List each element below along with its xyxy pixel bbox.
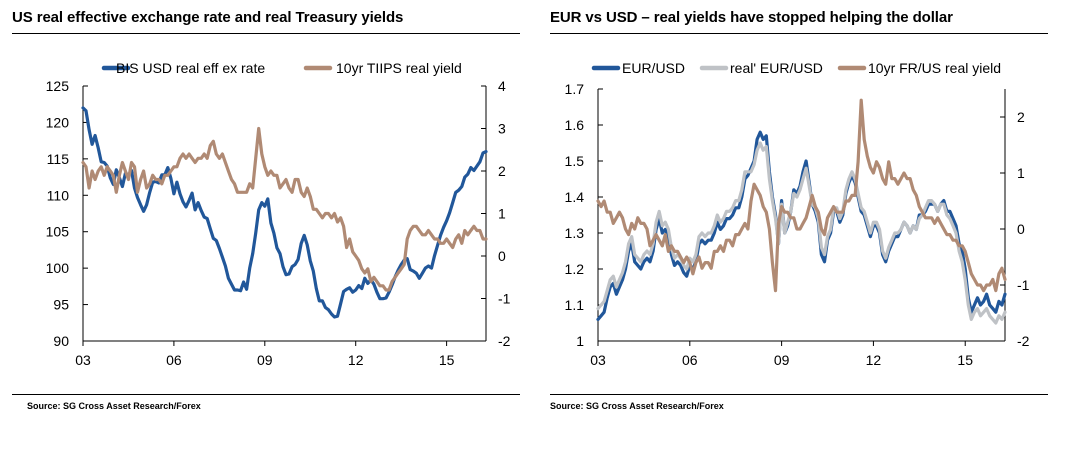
- chart-source: Source: SG Cross Asset Research/Forex: [27, 401, 201, 411]
- left-chart-panel: US real effective exchange rate and real…: [0, 0, 535, 420]
- left-y-tick-label: 90: [53, 333, 69, 349]
- legend-label-bis-usd-real-eff-ex-rate: BIS USD real eff ex rate: [116, 60, 265, 76]
- left-y-tick-label: 1.1: [565, 297, 585, 313]
- right-y-tick-label: 1: [498, 206, 506, 222]
- x-tick-label: 06: [682, 352, 698, 368]
- right-y-tick-label: -2: [498, 333, 511, 349]
- right-y-tick-label: 4: [498, 78, 506, 94]
- left-y-tick-label: 100: [46, 260, 70, 276]
- left-y-tick-label: 1.3: [565, 225, 585, 241]
- chart-title: US real effective exchange rate and real…: [12, 9, 404, 26]
- right-y-tick-label: 3: [498, 121, 506, 137]
- series-line-10yr-tiips-real-yield: [81, 126, 488, 292]
- series-line-10yr-fr-us-real-yield: [596, 98, 1007, 293]
- chart-title: EUR vs USD – real yields have stopped he…: [550, 9, 953, 26]
- right-y-tick-label: 2: [1017, 109, 1025, 125]
- left-y-tick-label: 115: [47, 151, 70, 167]
- left-y-tick-label: 1: [576, 333, 584, 349]
- source-rule: [12, 394, 520, 395]
- left-y-tick-label: 1.7: [565, 81, 585, 97]
- legend-label-10yr-tiips-real-yield: 10yr TIIPS real yield: [336, 60, 462, 76]
- x-tick-label: 09: [257, 352, 273, 368]
- title-rule: [550, 33, 1048, 34]
- right-y-tick-label: -1: [1017, 277, 1030, 293]
- legend-label-eur-usd: EUR/USD: [622, 60, 685, 76]
- x-tick-label: 03: [590, 352, 606, 368]
- title-rule: [12, 33, 520, 34]
- x-tick-label: 12: [866, 352, 882, 368]
- chart-source: Source: SG Cross Asset Research/Forex: [550, 401, 724, 411]
- left-y-tick-label: 1.2: [565, 261, 585, 277]
- left-y-tick-label: 1.5: [565, 153, 585, 169]
- right-y-tick-label: 0: [498, 248, 506, 264]
- left-y-tick-label: 1.4: [565, 189, 585, 205]
- x-tick-label: 12: [348, 352, 364, 368]
- right-y-tick-label: -2: [1017, 333, 1030, 349]
- x-tick-label: 09: [774, 352, 790, 368]
- x-tick-label: 15: [957, 352, 973, 368]
- right-y-tick-label: -1: [498, 291, 511, 307]
- series-line-real-eur-usd: [596, 141, 1007, 325]
- left-y-tick-label: 125: [46, 78, 70, 94]
- x-tick-label: 15: [439, 352, 455, 368]
- source-rule: [550, 394, 1048, 395]
- right-y-tick-label: 2: [498, 163, 506, 179]
- legend-label-real-eur-usd: real' EUR/USD: [730, 60, 823, 76]
- left-y-tick-label: 1.6: [565, 117, 585, 133]
- x-tick-label: 06: [166, 352, 182, 368]
- series-line-bis-usd-real-eff-ex-rate: [81, 106, 488, 319]
- right-chart-panel: EUR vs USD – real yields have stopped he…: [548, 0, 1072, 420]
- x-tick-label: 03: [75, 352, 91, 368]
- left-y-tick-label: 105: [46, 224, 70, 240]
- right-y-tick-label: 0: [1017, 221, 1025, 237]
- left-y-tick-label: 120: [46, 114, 70, 130]
- legend-label-10yr-fr-us-real-yield: 10yr FR/US real yield: [868, 60, 1001, 76]
- left-y-tick-label: 110: [47, 187, 70, 203]
- left-y-tick-label: 95: [53, 297, 69, 313]
- right-y-tick-label: 1: [1017, 165, 1025, 181]
